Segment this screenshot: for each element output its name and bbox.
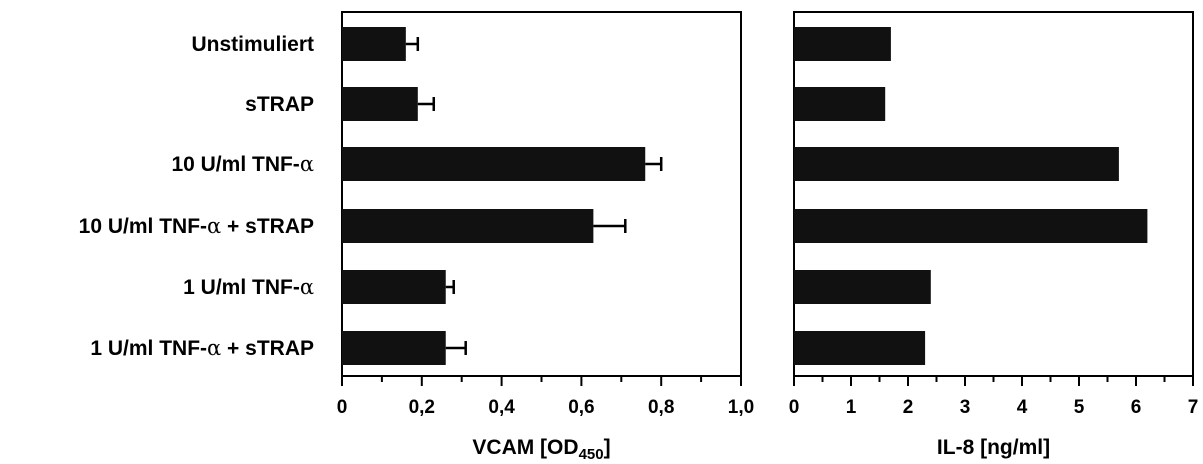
il8-bar [794, 87, 886, 121]
vcam-bar [342, 331, 446, 365]
il8-tick-label: 3 [960, 397, 971, 418]
il8-tick-label: 2 [903, 397, 914, 418]
il8-bar [794, 270, 931, 304]
il8-plot-frame [793, 11, 1194, 377]
category-label: 10 U/ml TNF-α [171, 152, 314, 176]
vcam-bar [342, 209, 594, 243]
vcam-error-bar [445, 341, 467, 355]
il8-bar [794, 27, 891, 61]
vcam-tick-label: 0,8 [648, 397, 674, 418]
vcam-error-bar [417, 97, 436, 111]
category-labels: Unstimuliert sTRAP 10 U/ml TNF-α 10 U/ml TN… [79, 33, 314, 360]
il8-tick-label: 4 [1017, 397, 1028, 418]
il8-tick-label: 6 [1131, 397, 1142, 418]
il8-x-axis-title: IL-8 [ng/ml] [937, 436, 1050, 459]
vcam-bar [342, 27, 406, 61]
il8-chart: 0 1 2 3 4 5 6 7 IL-8 [ng/ml] [789, 11, 1199, 459]
vcam-chart: 0 0,2 0,4 0,6 0,8 1,0 VCAM [OD450] [337, 11, 754, 463]
il8-tick-label: 5 [1074, 397, 1085, 418]
vcam-x-axis: 0 0,2 0,4 0,6 0,8 1,0 [337, 376, 754, 418]
il8-x-axis: 0 1 2 3 4 5 6 7 [789, 376, 1199, 418]
vcam-plot-frame [341, 11, 742, 377]
vcam-bar [342, 147, 646, 181]
category-label: 1 U/ml TNF-α [183, 275, 314, 299]
vcam-error-bar [593, 219, 627, 233]
il8-bar [794, 209, 1148, 243]
vcam-error-bar [645, 157, 663, 171]
il8-tick-label: 1 [846, 397, 857, 418]
category-label: 1 U/ml TNF-α + sTRAP [90, 336, 314, 360]
vcam-tick-label: 1,0 [728, 397, 754, 418]
il8-bars [794, 27, 1148, 365]
vcam-tick-label: 0,6 [568, 397, 594, 418]
category-label: Unstimuliert [191, 33, 314, 56]
il8-bar [794, 331, 926, 365]
vcam-error-bar [405, 37, 420, 51]
il8-tick-label: 0 [789, 397, 800, 418]
vcam-bar [342, 87, 418, 121]
vcam-tick-label: 0,2 [409, 397, 435, 418]
vcam-bars [342, 27, 663, 365]
vcam-tick-label: 0,4 [488, 397, 515, 418]
vcam-x-axis-title: VCAM [OD450] [472, 436, 610, 463]
category-label: sTRAP [245, 93, 314, 116]
category-label: 10 U/ml TNF-α + sTRAP [79, 214, 314, 238]
vcam-error-bar [445, 280, 455, 294]
il8-bar [794, 147, 1119, 181]
il8-tick-label: 7 [1188, 397, 1199, 418]
vcam-bar [342, 270, 446, 304]
vcam-tick-label: 0 [337, 397, 348, 418]
